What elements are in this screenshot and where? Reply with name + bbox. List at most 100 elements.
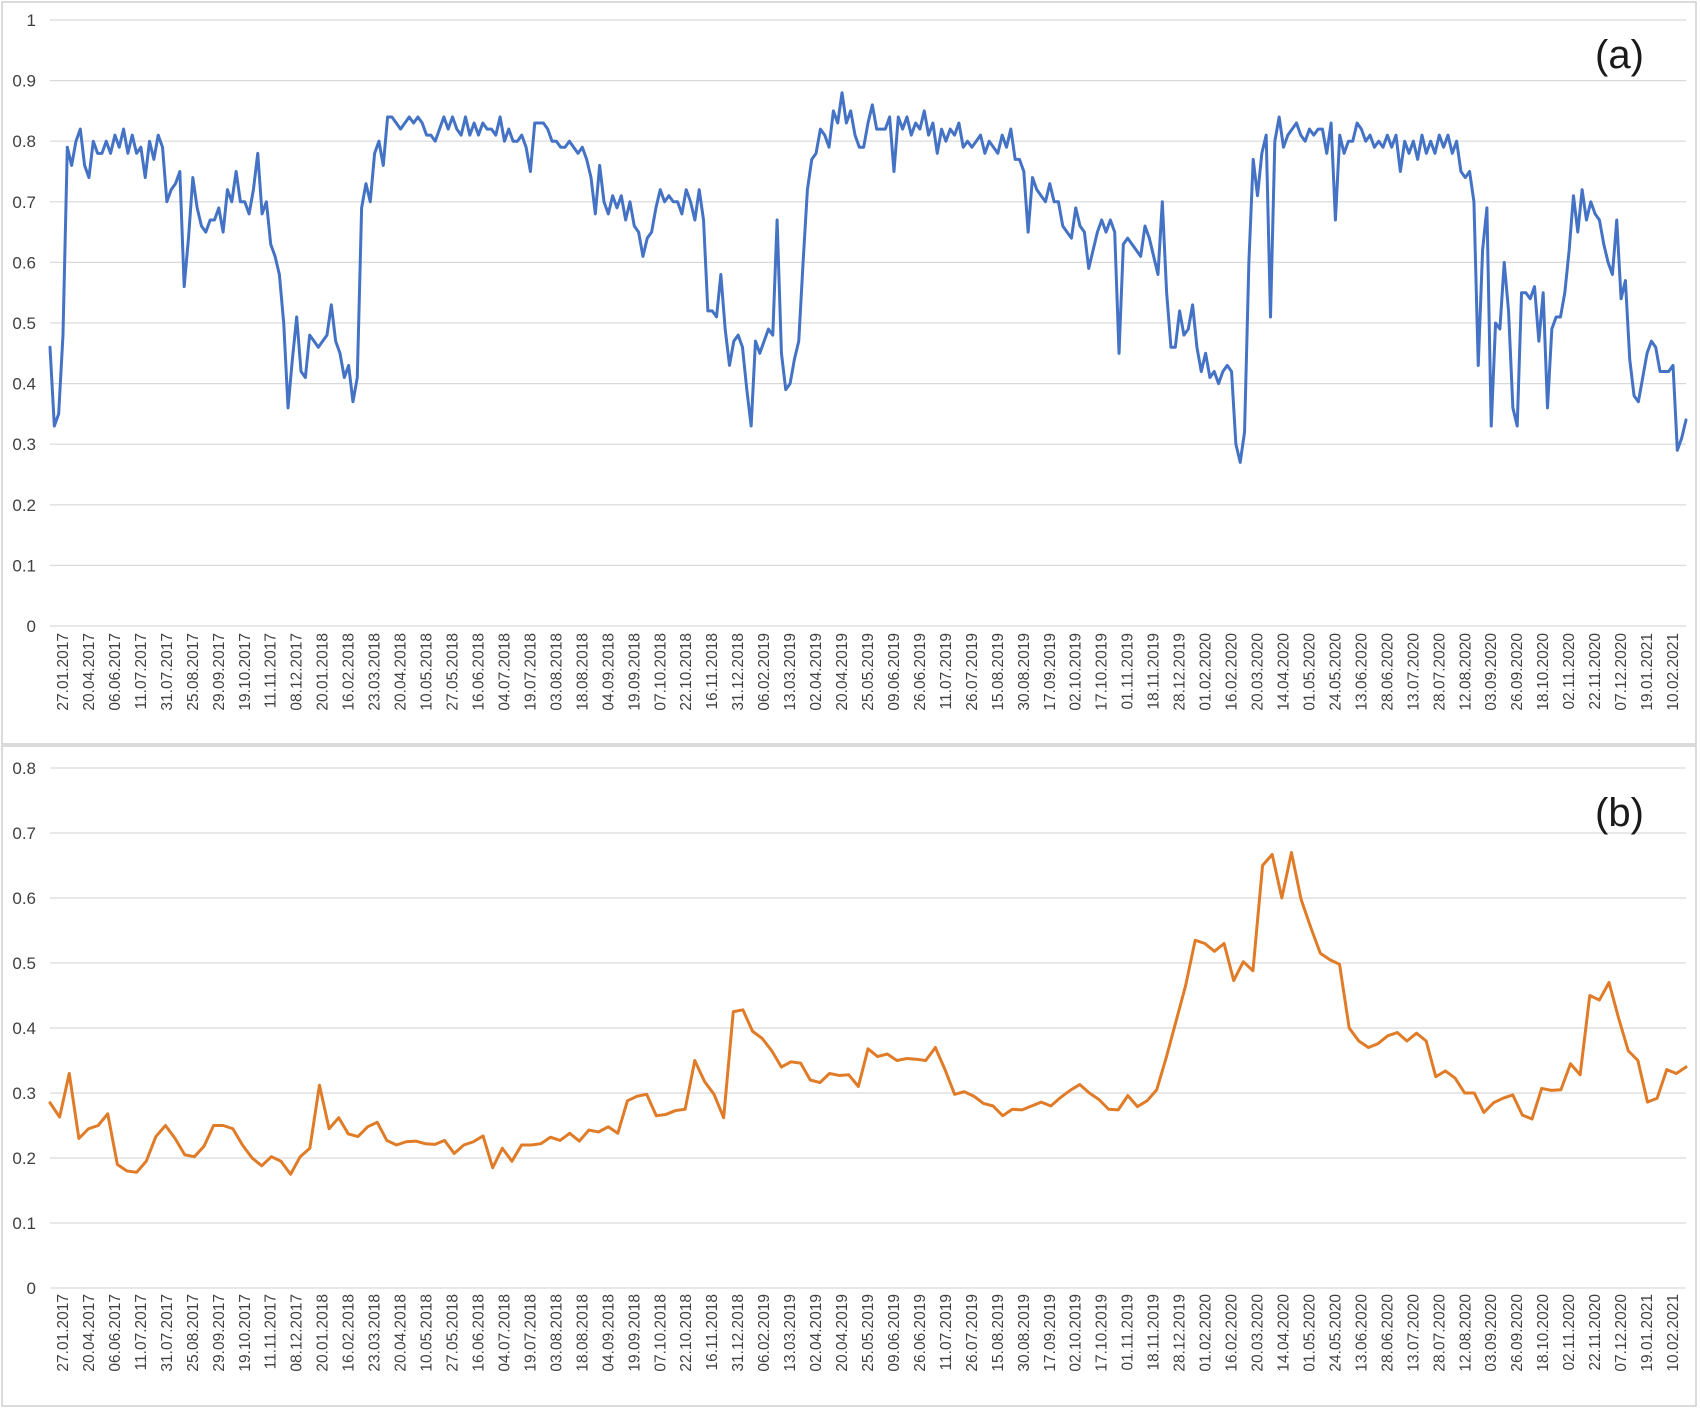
chart-panel-b: 0 0.1 0.2 0.3 0.4 0.5 0.6 0.7 0.8 27.01.2017 20.04…: [1, 745, 1697, 1407]
x-tick-label: 17.09.2019: [1042, 633, 1059, 711]
x-tick-label: 29.09.2017: [211, 633, 228, 711]
x-tick-label: 24.05.2020: [1327, 633, 1344, 711]
x-tick-label: 06.02.2019: [756, 633, 773, 711]
x-tick-label: 15.08.2019: [990, 633, 1007, 711]
x-tick-label: 17.10.2019: [1094, 633, 1111, 711]
x-tick-label: 30.08.2019: [1016, 633, 1033, 711]
x-tick-label: 04.07.2018: [496, 633, 513, 711]
x-tick-label: 31.12.2018: [730, 633, 747, 711]
x-tick-label: 27.05.2018: [445, 633, 462, 711]
x-tick-label: 01.02.2020: [1198, 633, 1215, 711]
x-tick-label: 28.06.2020: [1379, 1294, 1396, 1372]
chart-panel-a: 0 0.1 0.2 0.3 0.4 0.5 0.6 0.7 0.8 0.9 1 27.01.2017 2…: [1, 1, 1697, 745]
x-tick-label: 19.07.2018: [522, 1294, 539, 1372]
x-tick-label: 20.04.2019: [834, 1294, 851, 1372]
y-tick-label: 0.6: [12, 889, 36, 908]
x-tick-label: 07.10.2018: [652, 1294, 669, 1372]
x-tick-label: 22.11.2020: [1587, 1294, 1604, 1371]
y-tick-label: 0.7: [12, 824, 36, 843]
x-tick-label: 10.02.2021: [1665, 1294, 1682, 1372]
x-tick-label: 01.11.2019: [1120, 1294, 1137, 1370]
x-tick-label: 17.10.2019: [1094, 1294, 1111, 1372]
y-tick-label: 0.4: [12, 1019, 36, 1038]
x-tick-label: 25.08.2017: [185, 1294, 202, 1372]
x-tick-label: 16.06.2018: [470, 1294, 487, 1372]
series-line: [48, 851, 1688, 1176]
x-tick-label: 06.02.2019: [756, 1294, 773, 1372]
panel-frame: [1, 1, 1697, 745]
x-tick-label: 20.04.2018: [393, 1294, 410, 1372]
x-tick-label: 14.04.2020: [1275, 633, 1292, 711]
x-tick-label: 31.07.2017: [159, 633, 176, 711]
x-tick-label: 29.09.2017: [211, 1294, 228, 1372]
y-tick-label: 0: [27, 1279, 36, 1298]
x-tick-label: 11.11.2017: [263, 1294, 280, 1369]
x-tick-label: 02.04.2019: [808, 633, 825, 711]
x-tick-label: 17.09.2019: [1042, 1294, 1059, 1372]
x-tick-label: 23.03.2018: [367, 633, 384, 711]
x-tick-label: 26.06.2019: [912, 1294, 929, 1372]
x-tick-label: 18.11.2019: [1146, 1294, 1163, 1370]
x-tick-label: 13.07.2020: [1405, 633, 1422, 711]
y-tick-label: 0.3: [12, 435, 36, 454]
x-tick-label: 31.12.2018: [730, 1294, 747, 1372]
x-tick-label: 01.05.2020: [1301, 1294, 1318, 1372]
x-tick-label: 03.09.2020: [1483, 633, 1500, 711]
x-tick-label: 03.08.2018: [548, 633, 565, 711]
x-tick-label: 28.07.2020: [1431, 1294, 1448, 1372]
x-tick-label: 11.11.2017: [263, 633, 280, 708]
x-tick-label: 31.07.2017: [159, 1294, 176, 1372]
x-tick-label: 27.01.2017: [55, 633, 72, 711]
x-tick-label: 24.05.2020: [1327, 1294, 1344, 1372]
x-tick-label: 19.01.2021: [1639, 1294, 1656, 1372]
x-tick-label: 07.12.2020: [1613, 1294, 1630, 1372]
x-tick-label: 10.05.2018: [419, 633, 436, 711]
y-tick-label: 0.7: [12, 193, 36, 212]
y-tick-label: 0.1: [12, 1214, 36, 1233]
x-tick-label: 22.10.2018: [678, 633, 695, 711]
x-tick-label: 16.02.2020: [1224, 1294, 1241, 1372]
x-tick-label: 19.09.2018: [626, 633, 643, 711]
panel-frame: [1, 745, 1697, 1407]
x-tick-label: 11.07.2019: [938, 633, 955, 709]
x-tick-label: 01.02.2020: [1198, 1294, 1215, 1372]
x-tick-label: 11.07.2017: [133, 1294, 150, 1370]
x-tick-label: 28.12.2019: [1172, 1294, 1189, 1372]
x-tick-label: 15.08.2019: [990, 1294, 1007, 1372]
x-tick-label: 22.10.2018: [678, 1294, 695, 1372]
x-tick-label: 20.01.2018: [315, 633, 332, 711]
x-tick-label: 01.05.2020: [1301, 633, 1318, 711]
x-tick-label: 04.07.2018: [496, 1294, 513, 1372]
x-tick-label: 14.04.2020: [1275, 1294, 1292, 1372]
x-tick-label: 18.10.2020: [1535, 1294, 1552, 1372]
x-tick-label: 16.02.2020: [1224, 633, 1241, 711]
x-tick-label: 12.08.2020: [1457, 1294, 1474, 1372]
y-tick-label: 0.6: [12, 253, 36, 272]
x-tick-label: 11.07.2017: [133, 633, 150, 709]
x-tick-label: 25.05.2019: [860, 1294, 877, 1372]
x-tick-label: 16.11.2018: [704, 1294, 721, 1370]
x-tick-label: 16.02.2018: [341, 1294, 358, 1372]
y-tick-label: 0.5: [12, 954, 36, 973]
x-tick-label: 27.05.2018: [445, 1294, 462, 1372]
panel-label: (b): [1595, 791, 1644, 835]
x-tick-label: 03.08.2018: [548, 1294, 565, 1372]
x-tick-label: 09.06.2019: [886, 633, 903, 711]
y-tick-label: 0.2: [12, 1149, 36, 1168]
x-tick-label: 02.11.2020: [1561, 1294, 1578, 1371]
y-tick-label: 0.8: [12, 132, 36, 151]
x-tick-label: 19.07.2018: [522, 633, 539, 711]
x-tick-label: 04.09.2018: [600, 1294, 617, 1372]
x-tick-label: 19.10.2017: [237, 1294, 254, 1372]
x-tick-label: 25.08.2017: [185, 633, 202, 711]
x-tick-label: 18.10.2020: [1535, 633, 1552, 711]
x-tick-label: 16.11.2018: [704, 633, 721, 709]
x-tick-label: 28.07.2020: [1431, 633, 1448, 711]
x-tick-label: 20.04.2019: [834, 633, 851, 711]
x-tick-label: 16.02.2018: [341, 633, 358, 711]
x-tick-label: 08.12.2017: [289, 1294, 306, 1372]
x-tick-label: 03.09.2020: [1483, 1294, 1500, 1372]
x-tick-label: 23.03.2018: [367, 1294, 384, 1372]
x-tick-label: 13.06.2020: [1353, 633, 1370, 711]
